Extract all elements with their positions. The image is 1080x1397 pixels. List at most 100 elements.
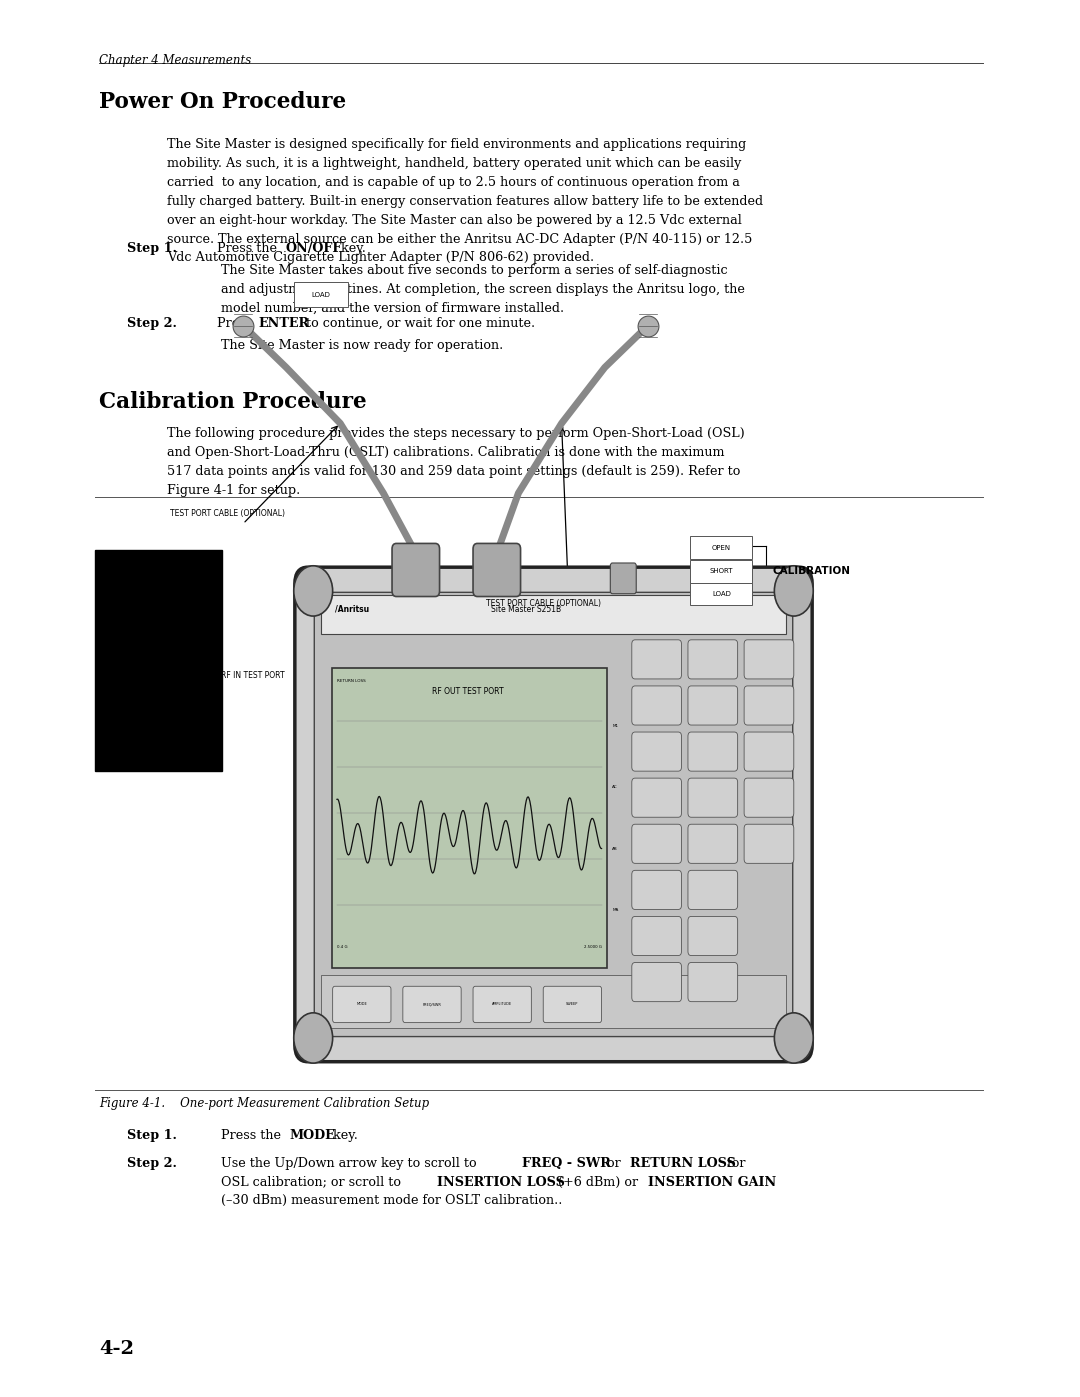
- FancyBboxPatch shape: [95, 550, 222, 771]
- FancyBboxPatch shape: [333, 986, 391, 1023]
- FancyBboxPatch shape: [688, 916, 738, 956]
- FancyBboxPatch shape: [632, 963, 681, 1002]
- FancyBboxPatch shape: [690, 583, 752, 605]
- Text: AB: AB: [612, 847, 618, 851]
- FancyBboxPatch shape: [295, 567, 812, 1062]
- FancyBboxPatch shape: [744, 778, 794, 817]
- Text: RETURN LOSS: RETURN LOSS: [630, 1157, 735, 1169]
- Text: 517 data points and is valid for 130 and 259 data point settings (default is 259: 517 data points and is valid for 130 and…: [167, 465, 741, 478]
- Text: Calibration Procedure: Calibration Procedure: [99, 391, 367, 414]
- Text: carried  to any location, and is capable of up to 2.5 hours of continuous operat: carried to any location, and is capable …: [167, 176, 740, 189]
- FancyBboxPatch shape: [403, 986, 461, 1023]
- Text: M1: M1: [612, 724, 619, 728]
- Text: RETURN LOSS: RETURN LOSS: [337, 679, 366, 683]
- FancyBboxPatch shape: [744, 686, 794, 725]
- FancyBboxPatch shape: [632, 824, 681, 863]
- FancyBboxPatch shape: [473, 543, 521, 597]
- Text: or: or: [603, 1157, 624, 1169]
- Text: The Site Master takes about five seconds to perform a series of self-diagnostic: The Site Master takes about five seconds…: [221, 264, 728, 277]
- Text: Step 2.: Step 2.: [127, 1157, 177, 1169]
- FancyBboxPatch shape: [690, 560, 752, 583]
- FancyBboxPatch shape: [321, 975, 786, 1028]
- FancyBboxPatch shape: [321, 595, 786, 634]
- Text: RF OUT TEST PORT: RF OUT TEST PORT: [432, 687, 503, 696]
- Text: Press the: Press the: [217, 242, 281, 254]
- Text: INSERTION GAIN: INSERTION GAIN: [648, 1176, 777, 1189]
- FancyBboxPatch shape: [688, 640, 738, 679]
- Text: The Site Master is designed specifically for field environments and applications: The Site Master is designed specifically…: [167, 138, 746, 151]
- Text: Site Master S251B: Site Master S251B: [491, 605, 562, 613]
- Text: Power On Procedure: Power On Procedure: [99, 91, 347, 113]
- Circle shape: [294, 1013, 333, 1063]
- Text: for: for: [723, 1157, 745, 1169]
- Text: and Open-Short-Load-Thru (OSLT) calibrations. Calibration is done with the maxim: and Open-Short-Load-Thru (OSLT) calibrat…: [167, 447, 725, 460]
- Text: Vdc Automotive Cigarette Lighter Adapter (P/N 806-62) provided.: Vdc Automotive Cigarette Lighter Adapter…: [167, 251, 594, 264]
- Text: LOAD: LOAD: [712, 591, 731, 597]
- Text: The following procedure provides the steps necessary to perform Open-Short-Load : The following procedure provides the ste…: [167, 427, 745, 440]
- Text: MODE: MODE: [289, 1129, 335, 1141]
- FancyBboxPatch shape: [632, 640, 681, 679]
- FancyBboxPatch shape: [294, 282, 348, 307]
- Text: key.: key.: [337, 242, 366, 254]
- Text: Figure 4-1.    One-port Measurement Calibration Setup: Figure 4-1. One-port Measurement Calibra…: [99, 1097, 430, 1109]
- FancyBboxPatch shape: [473, 986, 531, 1023]
- FancyBboxPatch shape: [688, 824, 738, 863]
- Text: and adjustment routines. At completion, the screen displays the Anritsu logo, th: and adjustment routines. At completion, …: [221, 282, 745, 296]
- Text: mobility. As such, it is a lightweight, handheld, battery operated unit which ca: mobility. As such, it is a lightweight, …: [167, 156, 742, 170]
- Text: source. The external source can be either the Anritsu AC-DC Adapter (P/N 40-115): source. The external source can be eithe…: [167, 233, 753, 246]
- Text: (+6 dBm) or: (+6 dBm) or: [554, 1176, 643, 1189]
- FancyBboxPatch shape: [688, 870, 738, 909]
- FancyBboxPatch shape: [314, 592, 793, 1037]
- FancyBboxPatch shape: [632, 916, 681, 956]
- Circle shape: [774, 1013, 813, 1063]
- Text: to continue, or wait for one minute.: to continue, or wait for one minute.: [302, 317, 536, 330]
- Text: MA: MA: [612, 908, 619, 912]
- Text: Step 1.: Step 1.: [127, 242, 177, 254]
- FancyBboxPatch shape: [744, 640, 794, 679]
- Text: FREQ - SWR: FREQ - SWR: [522, 1157, 610, 1169]
- FancyBboxPatch shape: [610, 563, 636, 594]
- Text: FREQ/SWR: FREQ/SWR: [422, 1003, 442, 1006]
- FancyBboxPatch shape: [632, 778, 681, 817]
- Text: Step 1.: Step 1.: [127, 1129, 177, 1141]
- FancyBboxPatch shape: [632, 870, 681, 909]
- Text: (–30 dBm) measurement mode for OSLT calibration..: (–30 dBm) measurement mode for OSLT cali…: [221, 1194, 563, 1207]
- Text: 4-2: 4-2: [99, 1340, 134, 1358]
- FancyBboxPatch shape: [632, 686, 681, 725]
- Circle shape: [294, 566, 333, 616]
- FancyBboxPatch shape: [332, 668, 607, 968]
- FancyBboxPatch shape: [690, 536, 752, 559]
- Text: fully charged battery. Built-in energy conservation features allow battery life : fully charged battery. Built-in energy c…: [167, 194, 764, 208]
- Text: RF IN TEST PORT: RF IN TEST PORT: [221, 672, 285, 680]
- Text: key.: key.: [329, 1129, 359, 1141]
- Text: AMPLITUDE: AMPLITUDE: [492, 1003, 512, 1006]
- Text: 0.4 G: 0.4 G: [337, 944, 348, 949]
- FancyBboxPatch shape: [744, 824, 794, 863]
- FancyBboxPatch shape: [392, 543, 440, 597]
- Text: Figure 4-1 for setup.: Figure 4-1 for setup.: [167, 485, 300, 497]
- Text: Press: Press: [217, 317, 256, 330]
- Text: over an eight-hour workday. The Site Master can also be powered by a 12.5 Vdc ex: over an eight-hour workday. The Site Mas…: [167, 214, 742, 226]
- FancyBboxPatch shape: [543, 986, 602, 1023]
- Text: AC: AC: [612, 785, 618, 789]
- Text: The Site Master is now ready for operation.: The Site Master is now ready for operati…: [221, 339, 503, 352]
- FancyBboxPatch shape: [688, 686, 738, 725]
- Text: 2.5000 G: 2.5000 G: [583, 944, 602, 949]
- Text: OSL calibration; or scroll to: OSL calibration; or scroll to: [221, 1176, 405, 1189]
- Text: MODE: MODE: [356, 1003, 367, 1006]
- Text: TEST PORT CABLE (OPTIONAL): TEST PORT CABLE (OPTIONAL): [486, 599, 600, 608]
- Text: SWEEP: SWEEP: [566, 1003, 579, 1006]
- Text: ON/OFF: ON/OFF: [285, 242, 341, 254]
- Text: Step 2.: Step 2.: [127, 317, 177, 330]
- Text: /Anritsu: /Anritsu: [335, 605, 369, 613]
- Text: Press the: Press the: [221, 1129, 285, 1141]
- Text: Use the Up/Down arrow key to scroll to: Use the Up/Down arrow key to scroll to: [221, 1157, 481, 1169]
- Text: INSERTION LOSS: INSERTION LOSS: [437, 1176, 565, 1189]
- FancyBboxPatch shape: [688, 778, 738, 817]
- Text: ENTER: ENTER: [258, 317, 309, 330]
- Text: CALIBRATION: CALIBRATION: [772, 566, 850, 577]
- Text: Chapter 4 Measurements: Chapter 4 Measurements: [99, 53, 252, 67]
- Text: OPEN: OPEN: [712, 545, 731, 550]
- FancyBboxPatch shape: [688, 732, 738, 771]
- Text: TEST PORT CABLE (OPTIONAL): TEST PORT CABLE (OPTIONAL): [170, 510, 284, 518]
